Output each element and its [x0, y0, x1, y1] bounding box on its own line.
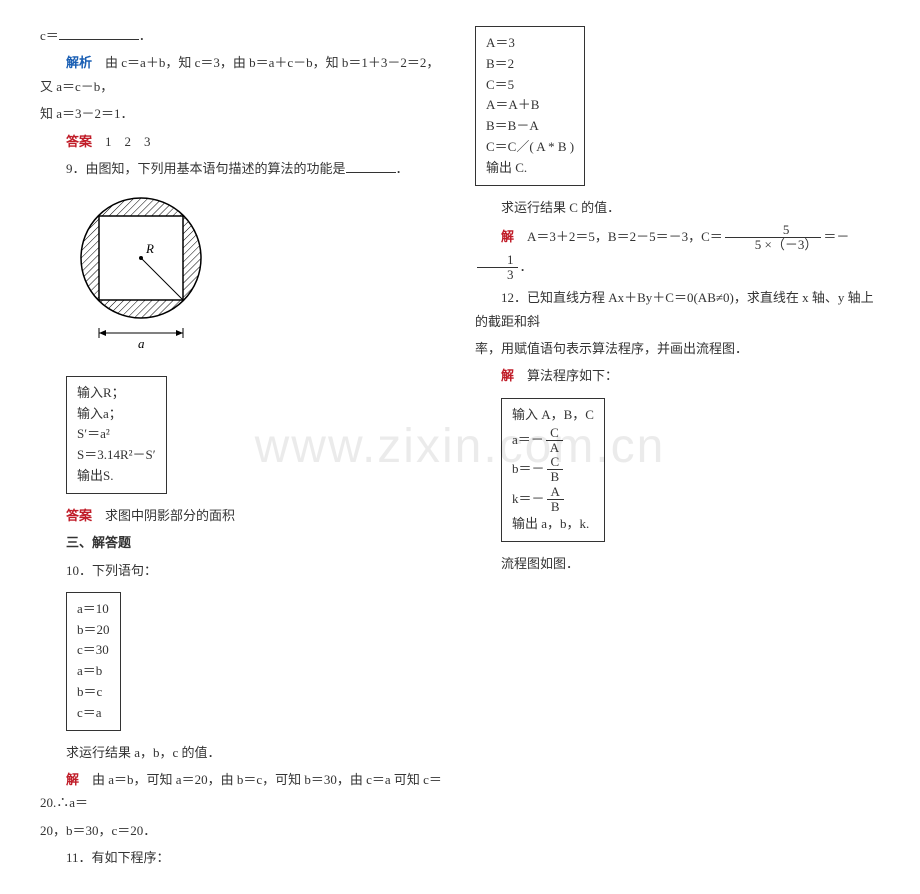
- q9: 9．由图知，下列用基本语句描述的算法的功能是 ．: [40, 157, 445, 180]
- code-line: 输入a；: [77, 404, 156, 425]
- code-line: 输入R；: [77, 383, 156, 404]
- text: c＝: [40, 28, 59, 43]
- q8-analysis-line2: 知 a＝3－2＝1．: [40, 102, 445, 125]
- numerator: 5: [725, 223, 822, 238]
- answer-label: 答案: [66, 134, 92, 149]
- code-line: C＝C／( A * B ): [486, 137, 574, 158]
- denominator: 3: [477, 268, 518, 282]
- solve-label: 解: [66, 772, 79, 787]
- circle-square-diagram: R a: [66, 188, 216, 358]
- text: 由 c＝a＋b，知 c＝3，由 b＝a＋c－b，知 b＝1＋3－2＝2，又 a＝…: [40, 55, 439, 93]
- q10-solve-1: 解 由 a＝b，可知 a＝20，由 b＝c，可知 b＝30，由 c＝a 可知 c…: [40, 768, 445, 815]
- q10-solve-2: 20，b＝30，c＝20．: [40, 819, 445, 842]
- code-line: b＝－CB: [512, 455, 594, 485]
- q11-after: 求运行结果 C 的值．: [475, 196, 880, 219]
- code-line: c＝a: [77, 703, 110, 724]
- numerator: C: [546, 426, 563, 441]
- text: 9．由图知，下列用基本语句描述的算法的功能是: [66, 161, 346, 176]
- q9-answer: 答案 求图中阴影部分的面积: [40, 504, 445, 527]
- q9-figure: R a: [66, 188, 445, 365]
- numerator: 1: [477, 253, 518, 268]
- denominator: A: [546, 441, 563, 455]
- text: 1 2 3: [105, 134, 151, 149]
- right-column: A＝3 B＝2 C＝5 A＝A＋B B＝B－A C＝C／( A * B ) 输出…: [475, 20, 880, 874]
- text: ．: [396, 161, 409, 176]
- code-line: 输出S.: [77, 466, 156, 487]
- text: 知 a＝3－2＝1．: [40, 106, 134, 121]
- code-line: a＝－CA: [512, 426, 594, 456]
- codebox-q10: a＝10 b＝20 c＝30 a＝b b＝c c＝a: [66, 592, 121, 731]
- text: 11．有如下程序：: [66, 850, 170, 865]
- text: 由 a＝b，可知 a＝20，由 b＝c，可知 b＝30，由 c＝a 可知 c＝2…: [40, 772, 442, 810]
- denominator: 5 ×（－3）: [725, 238, 822, 252]
- code-line: a＝10: [77, 599, 110, 620]
- codebox-q12: 输入 A，B，C a＝－CA b＝－CB k＝－AB 输出 a，b，k.: [501, 398, 605, 542]
- solve-label: 解: [501, 368, 514, 383]
- text: 求图中阴影部分的面积: [105, 508, 235, 523]
- q11: 11．有如下程序：: [40, 846, 445, 869]
- code-line: 输入 A，B，C: [512, 405, 594, 426]
- code-line: B＝B－A: [486, 116, 574, 137]
- text: k＝－: [512, 490, 545, 505]
- numerator: A: [547, 485, 564, 500]
- left-column: c＝ ． 解析 由 c＝a＋b，知 c＝3，由 b＝a＋c－b，知 b＝1＋3－2…: [40, 20, 445, 874]
- denominator: B: [547, 470, 564, 484]
- q11-solve: 解 A＝3＋2＝5，B＝2－5＝－3，C＝55 ×（－3）＝－ 13．: [475, 223, 880, 282]
- text: ＝－: [823, 229, 849, 244]
- text: 求运行结果 C 的值．: [501, 200, 620, 215]
- fraction: 55 ×（－3）: [725, 223, 822, 253]
- section-3-heading: 三、解答题: [40, 531, 445, 554]
- text: 率，用赋值语句表示算法程序，并画出流程图．: [475, 341, 748, 356]
- code-line: b＝20: [77, 620, 110, 641]
- text: 流程图如图．: [501, 556, 579, 571]
- text: 10．下列语句：: [66, 563, 157, 578]
- denominator: B: [547, 500, 564, 514]
- code-line: C＝5: [486, 75, 574, 96]
- code-line: b＝c: [77, 682, 110, 703]
- svg-text:R: R: [145, 241, 154, 256]
- answer-label: 答案: [66, 508, 92, 523]
- text: ．: [520, 258, 533, 273]
- fraction: AB: [547, 485, 564, 515]
- numerator: C: [547, 455, 564, 470]
- text: 求运行结果 a，b，c 的值．: [66, 745, 221, 760]
- codebox-q9: 输入R； 输入a； S′＝a² S＝3.14R²－S′ 输出S.: [66, 376, 167, 494]
- analysis-label: 解析: [66, 55, 92, 70]
- q12-line1: 12．已知直线方程 Ax＋By＋C＝0(AB≠0)，求直线在 x 轴、y 轴上的…: [475, 286, 880, 333]
- text: 算法程序如下：: [527, 368, 618, 383]
- text: b＝－: [512, 461, 545, 476]
- codebox-q11: A＝3 B＝2 C＝5 A＝A＋B B＝B－A C＝C／( A * B ) 输出…: [475, 26, 585, 186]
- text: 12．已知直线方程 Ax＋By＋C＝0(AB≠0)，求直线在 x 轴、y 轴上的…: [475, 290, 874, 328]
- code-line: 输出 C.: [486, 158, 574, 179]
- text: ．: [139, 28, 152, 43]
- text: 20，b＝30，c＝20．: [40, 823, 156, 838]
- q12-solve-intro: 解 算法程序如下：: [475, 364, 880, 387]
- fraction: CA: [546, 426, 563, 456]
- q8-answer: 答案 1 2 3: [40, 130, 445, 153]
- blank: [346, 159, 396, 173]
- solve-label: 解: [501, 229, 514, 244]
- q12-after: 流程图如图．: [475, 552, 880, 575]
- code-line: B＝2: [486, 54, 574, 75]
- q10: 10．下列语句：: [40, 559, 445, 582]
- code-line: S＝3.14R²－S′: [77, 445, 156, 466]
- text: a＝－: [512, 431, 544, 446]
- q12-line2: 率，用赋值语句表示算法程序，并画出流程图．: [475, 337, 880, 360]
- code-line: k＝－AB: [512, 485, 594, 515]
- code-line: a＝b: [77, 661, 110, 682]
- code-line: A＝3: [486, 33, 574, 54]
- q10-after: 求运行结果 a，b，c 的值．: [40, 741, 445, 764]
- svg-text:a: a: [138, 336, 145, 351]
- q8-analysis-line1: 解析 由 c＝a＋b，知 c＝3，由 b＝a＋c－b，知 b＝1＋3－2＝2，又…: [40, 51, 445, 98]
- blank: [59, 26, 139, 40]
- q8-cblank: c＝ ．: [40, 24, 445, 47]
- text: 三、解答题: [66, 535, 131, 550]
- fraction: CB: [547, 455, 564, 485]
- code-line: S′＝a²: [77, 424, 156, 445]
- text: A＝3＋2＝5，B＝2－5＝－3，C＝: [527, 229, 723, 244]
- fraction: 13: [477, 253, 518, 283]
- code-line: A＝A＋B: [486, 95, 574, 116]
- code-line: 输出 a，b，k.: [512, 514, 594, 535]
